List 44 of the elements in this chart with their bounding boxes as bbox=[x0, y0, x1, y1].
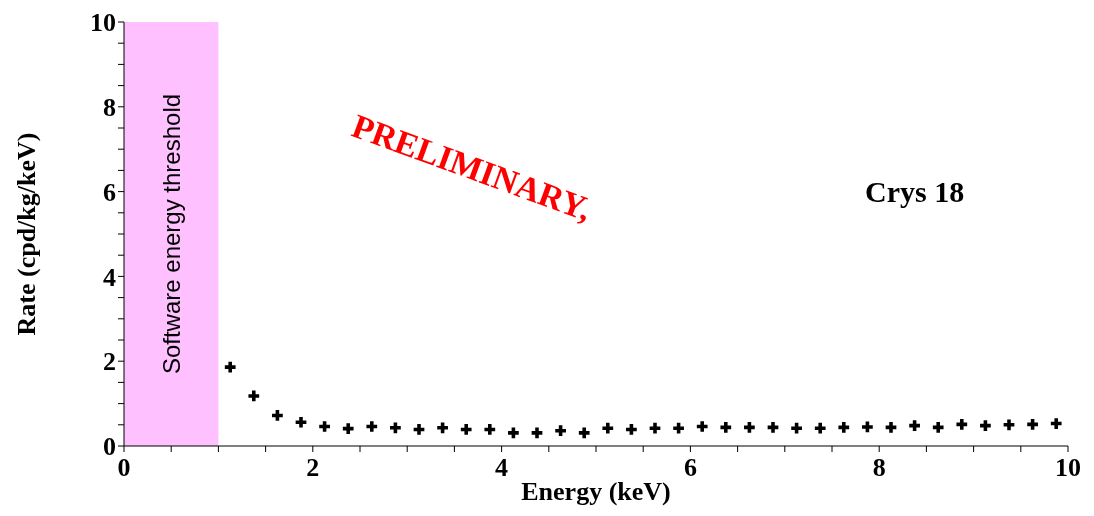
y-axis-title: Rate (cpd/kg/keV) bbox=[12, 132, 42, 336]
point bbox=[767, 421, 779, 433]
point bbox=[248, 390, 260, 402]
point bbox=[862, 421, 873, 433]
y-tick-label: 6 bbox=[103, 177, 116, 207]
point bbox=[437, 422, 448, 434]
x-tick-label: 4 bbox=[495, 453, 509, 483]
point bbox=[578, 427, 590, 439]
x-tick-label: 8 bbox=[872, 453, 886, 483]
point bbox=[366, 421, 378, 432]
point bbox=[649, 422, 661, 434]
point bbox=[460, 424, 472, 435]
x-tick-label: 10 bbox=[1055, 453, 1081, 483]
y-tick-label: 0 bbox=[103, 432, 116, 462]
point bbox=[508, 427, 519, 439]
point bbox=[885, 421, 897, 433]
annotation: Crys 18 bbox=[865, 174, 965, 209]
y-tick-label: 8 bbox=[103, 93, 116, 123]
point bbox=[295, 416, 307, 428]
point bbox=[956, 419, 968, 430]
y-tick-label: 10 bbox=[90, 8, 116, 38]
point bbox=[696, 421, 708, 432]
point bbox=[390, 422, 401, 434]
point bbox=[673, 422, 684, 434]
point bbox=[555, 425, 566, 437]
x-axis-title: Energy (keV) bbox=[521, 477, 671, 506]
point bbox=[814, 422, 826, 434]
x-tick-label: 2 bbox=[306, 453, 320, 483]
point bbox=[531, 427, 543, 439]
y-tick-label: 2 bbox=[103, 347, 116, 377]
point bbox=[342, 423, 354, 434]
y-tick-label: 4 bbox=[103, 262, 116, 292]
point bbox=[720, 421, 732, 433]
point bbox=[1050, 418, 1062, 429]
point bbox=[791, 422, 802, 434]
band-label: Software energy threshold bbox=[157, 93, 185, 375]
point bbox=[838, 421, 850, 433]
point bbox=[224, 361, 236, 373]
point bbox=[484, 424, 496, 435]
x-tick-label: 6 bbox=[683, 453, 697, 483]
point bbox=[413, 424, 425, 435]
point bbox=[602, 422, 614, 434]
point bbox=[1003, 419, 1015, 431]
point bbox=[932, 421, 944, 433]
